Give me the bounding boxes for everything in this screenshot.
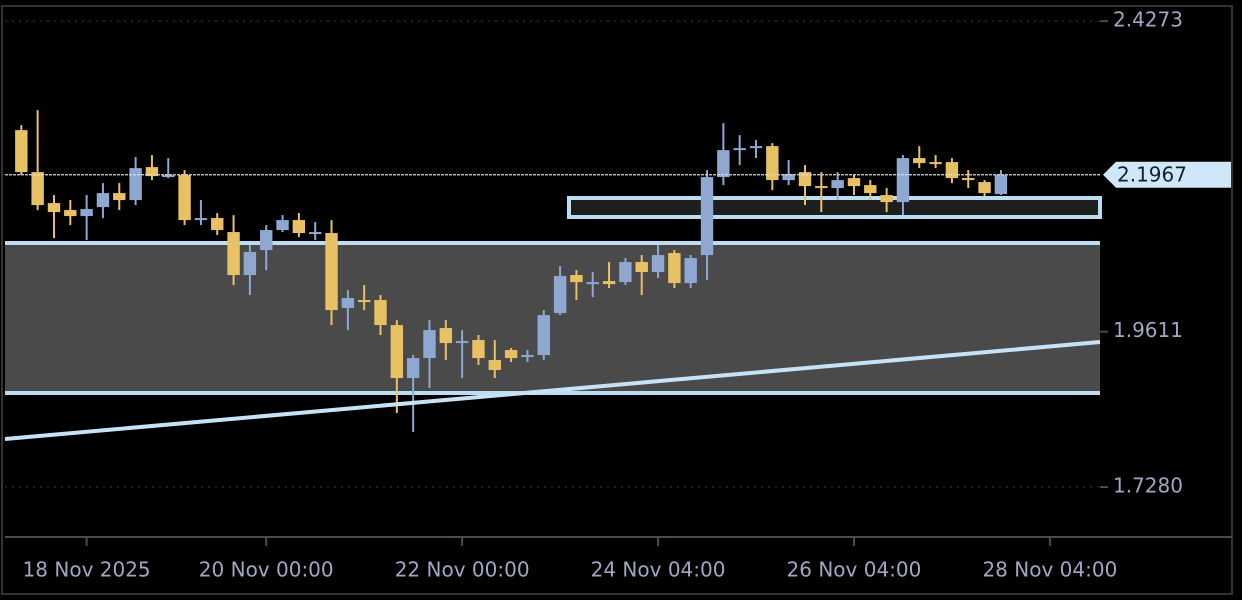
candle-body	[341, 298, 355, 309]
candle-body	[374, 300, 387, 326]
candle-body	[978, 182, 991, 194]
candle-body	[276, 220, 289, 231]
x-tick-label: 22 Nov 00:00	[395, 558, 530, 582]
candle-body	[651, 255, 665, 273]
y-tick-label: 2.4273	[1113, 8, 1183, 32]
candle-body	[423, 330, 436, 359]
candle-body	[357, 300, 371, 303]
candle-body	[15, 130, 28, 173]
frame	[1, 5, 1233, 595]
candle-body	[602, 281, 616, 285]
candle-body	[896, 158, 910, 203]
candle-body	[129, 168, 142, 201]
candle-body	[749, 146, 763, 149]
x-tick-label: 26 Nov 04:00	[787, 558, 922, 582]
y-tick-label: 1.7280	[1113, 474, 1183, 498]
last-price-label: 2.1967	[1117, 162, 1187, 186]
trend-line	[4, 340, 1101, 441]
small-zone	[567, 196, 1102, 219]
candle-body	[406, 358, 420, 379]
candle-body	[700, 177, 714, 256]
candle-body	[521, 355, 534, 358]
candle-body	[684, 258, 697, 284]
candle-body	[292, 220, 306, 234]
candle-body	[717, 150, 730, 178]
candle-body	[243, 252, 257, 276]
candle-body	[635, 262, 648, 273]
candle-body	[325, 233, 338, 311]
candle-body	[504, 350, 518, 359]
x-tick-label: 18 Nov 2025	[23, 558, 151, 582]
candle-body	[798, 172, 812, 187]
candle-body	[145, 167, 159, 177]
x-tick-label: 20 Nov 00:00	[199, 558, 334, 582]
candle-body	[945, 162, 959, 179]
candle-body	[308, 232, 322, 235]
candle-body	[113, 193, 126, 201]
x-tick-label: 24 Nov 04:00	[591, 558, 726, 582]
candle-body	[962, 178, 975, 181]
drawings-above	[4, 340, 1101, 441]
candle-body	[96, 193, 110, 208]
zone-box	[5, 243, 1100, 393]
candle-body	[455, 341, 469, 344]
candle-body	[227, 232, 240, 276]
candle-body	[260, 230, 273, 251]
candle-body	[472, 340, 485, 359]
candle-body	[913, 158, 926, 164]
candle-body	[880, 195, 893, 203]
candle-body	[439, 328, 453, 344]
candle-body	[64, 210, 77, 217]
candle-body	[162, 175, 175, 178]
candle-body	[553, 276, 567, 314]
candle-body	[211, 218, 224, 231]
candle-body	[766, 146, 779, 181]
candle-body	[733, 148, 746, 151]
candle-body	[570, 275, 583, 283]
candle-body	[847, 178, 861, 187]
candle-body	[668, 253, 681, 284]
candle-body	[488, 360, 501, 371]
candle-body	[929, 162, 942, 165]
candle-body	[994, 174, 1008, 195]
candle-body	[80, 209, 93, 217]
candle-body	[31, 172, 44, 206]
candle-body	[178, 175, 191, 221]
candle-body	[831, 180, 844, 189]
x-tick-label: 28 Nov 04:00	[982, 558, 1117, 582]
candle-body	[390, 325, 404, 379]
candle-body	[537, 315, 550, 356]
candle-body	[815, 186, 828, 189]
candle-body	[586, 282, 599, 285]
candle-body	[864, 185, 877, 194]
candle-body	[782, 174, 795, 181]
y-tick-label: 1.9611	[1113, 318, 1183, 342]
candle-body	[47, 203, 61, 213]
last-price-tag	[1103, 161, 1231, 188]
axes: 2.4273 1.9611 1.7280 18 Nov 2025 20 Nov 00:0…	[5, 8, 1232, 582]
candle-body	[619, 262, 632, 283]
candle-body	[194, 218, 208, 221]
